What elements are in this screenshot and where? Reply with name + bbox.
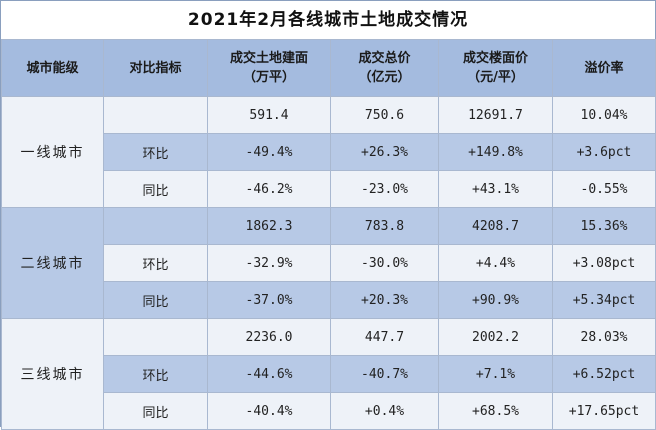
- total-price-value: -40.7%: [330, 355, 439, 393]
- table-row: 二线城市 1862.3 783.8 4208.7 15.36%: [1, 207, 656, 319]
- metric-label: [103, 96, 208, 134]
- table-row: 环比 -32.9% -30.0% +4.4% +3.08pct: [2, 244, 656, 282]
- land-area-value: 1862.3: [207, 207, 331, 245]
- table-row: 三线城市 2236.0 447.7 2002.2 28.03%: [1, 318, 656, 430]
- floor-price-value: +90.9%: [438, 281, 553, 319]
- premium-rate-value: -0.55%: [552, 170, 656, 208]
- table-row: 同比 -40.4% +0.4% +68.5% +17.65pct: [2, 392, 656, 430]
- land-area-value: -46.2%: [207, 170, 331, 208]
- total-price-value: 447.7: [330, 318, 439, 356]
- land-area-value: 2236.0: [207, 318, 331, 356]
- header-floor-price: 成交楼面价 （元/平）: [438, 39, 553, 97]
- premium-rate-value: 28.03%: [552, 318, 656, 356]
- land-transaction-table: 城市能级 对比指标 成交土地建面 （万平） 成交总价 （亿元） 成交楼面价 （元/平）…: [1, 39, 656, 430]
- header-comparison-metric: 对比指标: [103, 39, 208, 97]
- total-price-value: 783.8: [330, 207, 439, 245]
- premium-rate-value: 15.36%: [552, 207, 656, 245]
- land-area-value: -40.4%: [207, 392, 331, 430]
- tier-cell: 三线城市: [1, 318, 104, 430]
- table-title: 2021年2月各线城市土地成交情况: [187, 10, 469, 30]
- floor-price-value: +4.4%: [438, 244, 553, 282]
- floor-price-value: 4208.7: [438, 207, 553, 245]
- land-area-value: -37.0%: [207, 281, 331, 319]
- total-price-value: +20.3%: [330, 281, 439, 319]
- total-price-value: -23.0%: [330, 170, 439, 208]
- total-price-value: +26.3%: [330, 133, 439, 171]
- premium-rate-value: +6.52pct: [552, 355, 656, 393]
- tier-cell: 二线城市: [1, 207, 104, 319]
- floor-price-value: +43.1%: [438, 170, 553, 208]
- land-area-value: -44.6%: [207, 355, 331, 393]
- premium-rate-value: +5.34pct: [552, 281, 656, 319]
- premium-rate-value: +17.65pct: [552, 392, 656, 430]
- floor-price-value: 12691.7: [438, 96, 553, 134]
- metric-label: 同比: [103, 170, 208, 208]
- metric-label: 环比: [103, 244, 208, 282]
- floor-price-value: +149.8%: [438, 133, 553, 171]
- tier-cell: 一线城市: [1, 96, 104, 208]
- total-price-value: 750.6: [330, 96, 439, 134]
- header-land-area: 成交土地建面 （万平）: [207, 39, 331, 97]
- land-area-value: 591.4: [207, 96, 331, 134]
- floor-price-value: +7.1%: [438, 355, 553, 393]
- metric-label: [103, 207, 208, 245]
- metric-label: 环比: [103, 133, 208, 171]
- table-row: 同比 -37.0% +20.3% +90.9% +5.34pct: [2, 281, 656, 319]
- table-row: 环比 -49.4% +26.3% +149.8% +3.6pct: [2, 133, 656, 171]
- land-area-value: -32.9%: [207, 244, 331, 282]
- metric-label: 同比: [103, 392, 208, 430]
- metric-label: [103, 318, 208, 356]
- floor-price-value: 2002.2: [438, 318, 553, 356]
- premium-rate-value: +3.08pct: [552, 244, 656, 282]
- metric-label: 同比: [103, 281, 208, 319]
- header-row: 城市能级 对比指标 成交土地建面 （万平） 成交总价 （亿元） 成交楼面价 （元/平）…: [1, 39, 656, 97]
- table-row: 环比 -44.6% -40.7% +7.1% +6.52pct: [2, 355, 656, 393]
- table-row: 同比 -46.2% -23.0% +43.1% -0.55%: [2, 170, 656, 208]
- header-premium-rate: 溢价率: [552, 39, 656, 97]
- total-price-value: -30.0%: [330, 244, 439, 282]
- land-area-value: -49.4%: [207, 133, 331, 171]
- premium-rate-value: 10.04%: [552, 96, 656, 134]
- metric-label: 环比: [103, 355, 208, 393]
- header-total-price: 成交总价 （亿元）: [330, 39, 439, 97]
- floor-price-value: +68.5%: [438, 392, 553, 430]
- header-city-tier: 城市能级: [1, 39, 104, 97]
- total-price-value: +0.4%: [330, 392, 439, 430]
- table-row: 一线城市 591.4 750.6 12691.7 10.04%: [1, 96, 656, 208]
- premium-rate-value: +3.6pct: [552, 133, 656, 171]
